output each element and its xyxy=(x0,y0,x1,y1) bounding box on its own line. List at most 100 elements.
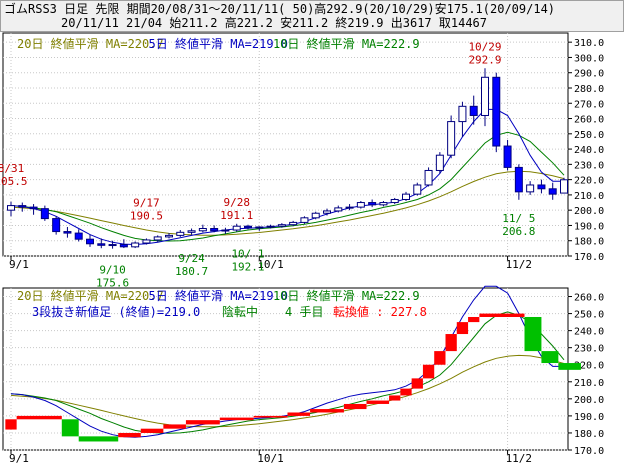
annotation-value: 205.5 xyxy=(0,175,28,188)
price-xtick-label: 9/1 xyxy=(9,258,29,271)
candle-body xyxy=(514,166,523,193)
brick-up xyxy=(434,351,446,365)
annotation-value: 190.5 xyxy=(130,210,163,223)
candle-body xyxy=(492,76,501,147)
candle-body xyxy=(390,198,399,204)
brick-up xyxy=(118,432,141,438)
candle-body xyxy=(311,212,320,219)
tlb-state-label: 陰転中 xyxy=(222,304,258,319)
price-legend-entry: 10日 終値平滑 MA=222.9 xyxy=(273,36,420,51)
candle-body xyxy=(97,243,106,246)
tlb-ytick-label: 220.0 xyxy=(574,361,604,372)
price-ytick-label: 280.0 xyxy=(574,84,604,95)
candle-body xyxy=(469,105,478,116)
candle-body xyxy=(548,188,557,195)
brick-up xyxy=(185,420,220,425)
candle-body xyxy=(119,244,128,248)
candle-body xyxy=(255,226,264,229)
candle-body xyxy=(402,193,410,200)
candle-body xyxy=(413,184,422,195)
candle-body xyxy=(379,202,388,206)
candle-body xyxy=(40,208,49,220)
chart-header: ゴムRSS3 日足 先限 期間20/08/31～20/11/11( 50)高29… xyxy=(0,0,624,32)
tlb-ytick-label: 240.0 xyxy=(574,327,604,338)
brick-up xyxy=(140,428,164,433)
candle-body xyxy=(435,154,444,171)
annotation-date: 10/29 xyxy=(468,40,501,53)
candle-body xyxy=(176,231,185,236)
ma20-line xyxy=(10,170,565,236)
price-ytick-label: 260.0 xyxy=(574,115,604,126)
price-ytick-label: 310.0 xyxy=(574,38,604,49)
candle-body xyxy=(503,145,512,168)
tlb-reversal-label: 転換値 : 227.8 xyxy=(333,304,427,319)
annotation-date: 11/ 5 xyxy=(502,212,535,225)
brick-down xyxy=(558,363,581,370)
candle-body xyxy=(221,229,230,232)
brick-up xyxy=(287,412,311,416)
candle-body xyxy=(334,207,343,212)
header-line-2: 20/11/11 21/04 始211.2 高221.2 安211.2 終219… xyxy=(61,16,488,30)
candle-body xyxy=(481,76,489,116)
tlb-ytick-label: 260.0 xyxy=(574,293,604,304)
candle-body xyxy=(244,225,252,229)
annotation-value: 191.1 xyxy=(220,209,253,222)
candle-body xyxy=(142,239,151,244)
price-xtick-label: 10/1 xyxy=(257,258,284,271)
tlb-ytick-label: 250.0 xyxy=(574,310,604,321)
tlb-ytick-label: 210.0 xyxy=(574,378,604,389)
price-plot-area xyxy=(2,32,569,257)
brick-up xyxy=(5,419,17,430)
annotation-value: 180.7 xyxy=(175,265,208,278)
annotation-date: 9/10 xyxy=(99,263,126,276)
candle-body xyxy=(458,105,467,123)
annotation-value: 292.9 xyxy=(468,53,501,66)
candle-body xyxy=(108,244,117,247)
candle-body xyxy=(63,231,72,234)
candle-body xyxy=(153,236,162,241)
price-xtick-label: 11/2 xyxy=(506,258,532,271)
price-ytick-label: 210.0 xyxy=(574,191,604,202)
brick-up xyxy=(411,378,423,389)
brick-up xyxy=(456,322,469,335)
candle-body xyxy=(131,242,140,248)
brick-up xyxy=(253,415,288,418)
candle-body xyxy=(232,225,241,231)
tlb-ytick-label: 190.0 xyxy=(574,412,604,423)
brick-up xyxy=(163,424,186,429)
candle-body xyxy=(266,225,275,228)
header-line-1: ゴムRSS3 日足 先限 期間20/08/31～20/11/11( 50)高29… xyxy=(4,2,556,16)
price-ytick-label: 180.0 xyxy=(574,237,604,248)
tlb-legend-entry: 10日 終値平滑 MA=222.9 xyxy=(273,288,420,303)
candle-body xyxy=(289,221,298,226)
brick-down xyxy=(541,351,559,364)
candle-body xyxy=(560,179,568,194)
brick-up xyxy=(389,395,401,401)
tlb-count-label: 4 手目 xyxy=(285,305,323,319)
candle-body xyxy=(18,205,27,208)
tlb-xtick-label: 10/1 xyxy=(257,452,284,465)
candle-body xyxy=(7,205,15,211)
tlb-ytick-label: 230.0 xyxy=(574,344,604,355)
candle-body xyxy=(198,228,207,232)
price-ytick-label: 270.0 xyxy=(574,99,604,110)
price-ytick-label: 200.0 xyxy=(574,206,604,217)
annotation-date: 8/31 xyxy=(0,162,24,175)
annotation-date: 9/24 xyxy=(178,252,205,265)
brick-down xyxy=(61,419,79,437)
candle-body xyxy=(29,206,38,210)
candle-body xyxy=(187,230,196,233)
candle-body xyxy=(86,238,94,245)
price-ytick-label: 220.0 xyxy=(574,176,604,187)
tlb-ytick-label: 170.0 xyxy=(574,446,604,457)
brick-up xyxy=(219,417,254,421)
price-ytick-label: 230.0 xyxy=(574,160,604,171)
price-legend-entry: 5日 終値平滑 MA=219.0 xyxy=(149,36,288,51)
candle-body xyxy=(368,202,377,206)
tlb-legend-entry: 20日 終値平滑 MA=220.7 xyxy=(17,288,164,303)
brick-up xyxy=(310,409,344,413)
candle-body xyxy=(210,228,219,232)
candle-body xyxy=(277,224,286,227)
brick-up xyxy=(422,364,435,379)
